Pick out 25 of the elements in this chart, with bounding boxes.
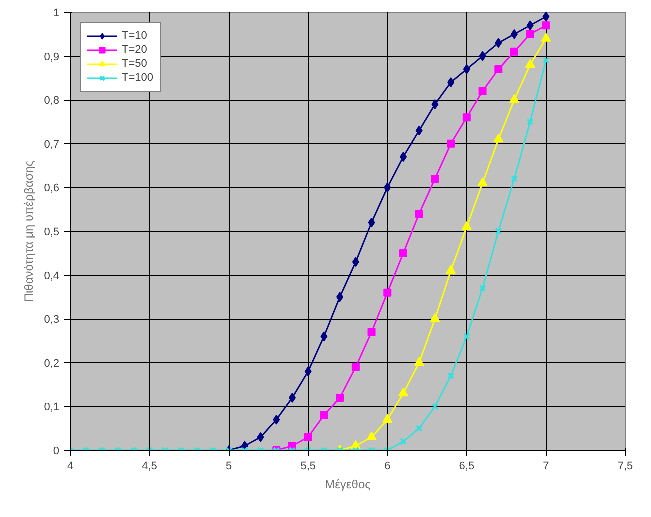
y-tick-label: 0,3 bbox=[44, 314, 60, 326]
x-tick-label: 5,5 bbox=[300, 460, 316, 472]
legend-label: T=10 bbox=[122, 29, 148, 43]
x-tick-label: 5 bbox=[226, 460, 232, 472]
y-tick-label: 0,5 bbox=[44, 226, 60, 238]
y-tick-label: 0,6 bbox=[44, 182, 60, 195]
y-tick-label: 0,8 bbox=[44, 95, 60, 108]
legend-label: T=100 bbox=[122, 71, 154, 85]
x-tick-label: 6,5 bbox=[459, 460, 475, 472]
x-tick-label: 7,5 bbox=[618, 460, 634, 472]
y-axis-title: Πιθανότητα μη υπέρβασης bbox=[22, 160, 36, 302]
x-tick-label: 4,5 bbox=[142, 460, 158, 472]
y-tick-label: 0,7 bbox=[44, 138, 60, 151]
x-tick-label: 4 bbox=[67, 460, 74, 472]
y-tick-label: 0,2 bbox=[44, 358, 60, 370]
legend-label: T=50 bbox=[122, 57, 148, 71]
y-tick-label: 0 bbox=[53, 446, 60, 458]
x-tick-label: 6 bbox=[384, 460, 391, 472]
legend-label: T=20 bbox=[122, 43, 148, 57]
y-tick-label: 0,1 bbox=[44, 402, 60, 414]
y-tick-label: 0,9 bbox=[44, 51, 60, 64]
x-axis-title: Μέγεθος bbox=[325, 478, 372, 492]
x-tick-label: 7 bbox=[543, 460, 550, 472]
y-tick-label: 0,4 bbox=[44, 270, 60, 282]
y-tick-label: 1 bbox=[53, 8, 60, 20]
